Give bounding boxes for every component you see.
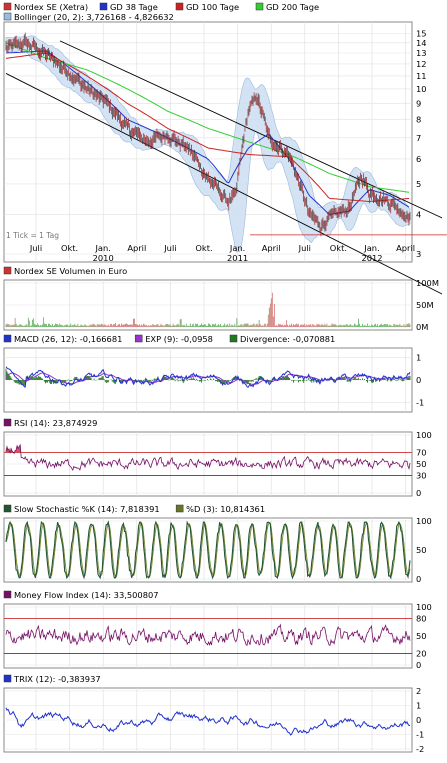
y-tick-label: 4 bbox=[416, 210, 421, 220]
legend-swatch bbox=[175, 2, 184, 11]
legend-swatch bbox=[134, 334, 143, 343]
bollinger-band bbox=[5, 35, 411, 252]
y-tick-label: 50 bbox=[416, 459, 427, 469]
legend-label: TRIX (12): -0,383937 bbox=[13, 674, 101, 684]
y-tick-label: 0 bbox=[416, 574, 421, 584]
year-label: 2010 bbox=[93, 253, 114, 263]
y-tick-label: -1 bbox=[416, 397, 424, 407]
trend-line-lower bbox=[5, 73, 443, 295]
legend-swatch bbox=[255, 2, 264, 11]
legend-label: Nordex SE Volumen in Euro bbox=[14, 266, 127, 276]
y-tick-label: 80 bbox=[416, 614, 427, 624]
macd-line bbox=[5, 366, 411, 388]
legend-label: Divergence: -0,070881 bbox=[240, 334, 335, 344]
legend-label: Money Flow Index (14): 33,500807 bbox=[14, 590, 159, 600]
x-tick-label: Okt. bbox=[330, 243, 347, 253]
legend-swatch bbox=[3, 674, 12, 683]
legend-swatch bbox=[229, 334, 238, 343]
y-tick-label: 70 bbox=[416, 447, 427, 457]
series-line-gd-200-tage bbox=[5, 42, 410, 193]
legend-label: GD 200 Tage bbox=[266, 2, 319, 12]
y-tick-label: 12 bbox=[416, 59, 427, 69]
y-tick-label: 6 bbox=[416, 154, 421, 164]
year-label: 2011 bbox=[227, 253, 248, 263]
tick-note: 1 Tick = 1 Tag bbox=[6, 231, 59, 240]
mfi-line bbox=[5, 623, 411, 647]
x-tick-label: April bbox=[262, 243, 281, 253]
legend-swatch bbox=[3, 12, 12, 21]
y-tick-label: 20 bbox=[416, 648, 427, 658]
legend-swatch bbox=[175, 504, 184, 513]
x-tick-label: April bbox=[127, 243, 146, 253]
stoch-k-line bbox=[5, 520, 411, 580]
y-tick-label: 15 bbox=[416, 28, 427, 38]
y-tick-label: -2 bbox=[416, 744, 424, 754]
legend-swatch bbox=[99, 2, 108, 11]
y-tick-label: 50 bbox=[416, 545, 427, 555]
x-tick-label: Okt. bbox=[61, 243, 78, 253]
y-tick-label: 11 bbox=[416, 71, 427, 81]
legend-label: %D (3): 10,814361 bbox=[186, 504, 265, 514]
legend-swatch bbox=[3, 418, 12, 427]
y-tick-label: 0 bbox=[416, 488, 421, 498]
x-tick-label: Jan. bbox=[94, 243, 110, 253]
y-tick-label: 30 bbox=[416, 471, 427, 481]
y-tick-label: 13 bbox=[416, 48, 427, 58]
legend-label: GD 38 Tage bbox=[110, 2, 158, 12]
y-tick-label: 0 bbox=[416, 715, 421, 725]
year-label: 2012 bbox=[361, 253, 382, 263]
y-tick-label: 100 bbox=[416, 602, 432, 612]
x-tick-label: Juli bbox=[298, 243, 311, 253]
legend-swatch bbox=[3, 590, 12, 599]
y-tick-label: 7 bbox=[416, 133, 421, 143]
y-tick-label: 50M bbox=[416, 300, 434, 310]
y-tick-label: 50 bbox=[416, 631, 427, 641]
x-tick-label: Juli bbox=[29, 243, 42, 253]
y-tick-label: 0 bbox=[416, 660, 421, 670]
y-tick-label: 14 bbox=[416, 38, 427, 48]
y-tick-label: 100M bbox=[416, 278, 439, 288]
legend-label: RSI (14): 23,874929 bbox=[14, 418, 97, 428]
labels: Nordex SE (Xetra) GD 38 Tage GD 100 Tage GD… bbox=[3, 2, 439, 754]
y-tick-label: -1 bbox=[416, 730, 424, 740]
legend-swatch bbox=[3, 334, 12, 343]
legend-swatch bbox=[3, 2, 12, 11]
y-tick-label: 9 bbox=[416, 98, 421, 108]
legend-label: MACD (26, 12): -0,166681 bbox=[14, 334, 122, 344]
y-tick-label: 8 bbox=[416, 115, 421, 125]
y-tick-label: 5 bbox=[416, 179, 421, 189]
legend-swatch bbox=[3, 266, 12, 275]
y-tick-label: 0 bbox=[416, 375, 421, 385]
y-tick-label: 100 bbox=[416, 430, 432, 440]
y-tick-label: 1 bbox=[416, 701, 421, 711]
x-tick-label: Juli bbox=[163, 243, 176, 253]
legend-swatch bbox=[3, 504, 12, 513]
legend-label: GD 100 Tage bbox=[186, 2, 239, 12]
series-line-gd-100-tage bbox=[5, 52, 410, 202]
x-tick-label: Okt. bbox=[195, 243, 212, 253]
x-tick-label: Jan. bbox=[363, 243, 379, 253]
y-tick-label: 3 bbox=[416, 249, 421, 259]
legend-label: Nordex SE (Xetra) bbox=[14, 2, 88, 12]
trix-line bbox=[5, 707, 411, 736]
legend-label: Bollinger (20, 2): 3,726168 - 4,826632 bbox=[14, 12, 174, 22]
y-tick-label: 1 bbox=[416, 353, 421, 363]
x-tick-label: April bbox=[396, 243, 415, 253]
rsi-line bbox=[5, 443, 411, 472]
y-tick-label: 100 bbox=[416, 516, 432, 526]
legend-label: Slow Stochastic %K (14): 7,818391 bbox=[14, 504, 160, 514]
data-series bbox=[4, 32, 447, 736]
y-tick-label: 0M bbox=[416, 322, 428, 332]
y-tick-label: 2 bbox=[416, 686, 421, 696]
legend-label: EXP (9): -0,0958 bbox=[145, 334, 213, 344]
x-tick-label: Jan. bbox=[229, 243, 245, 253]
y-tick-label: 10 bbox=[416, 84, 427, 94]
